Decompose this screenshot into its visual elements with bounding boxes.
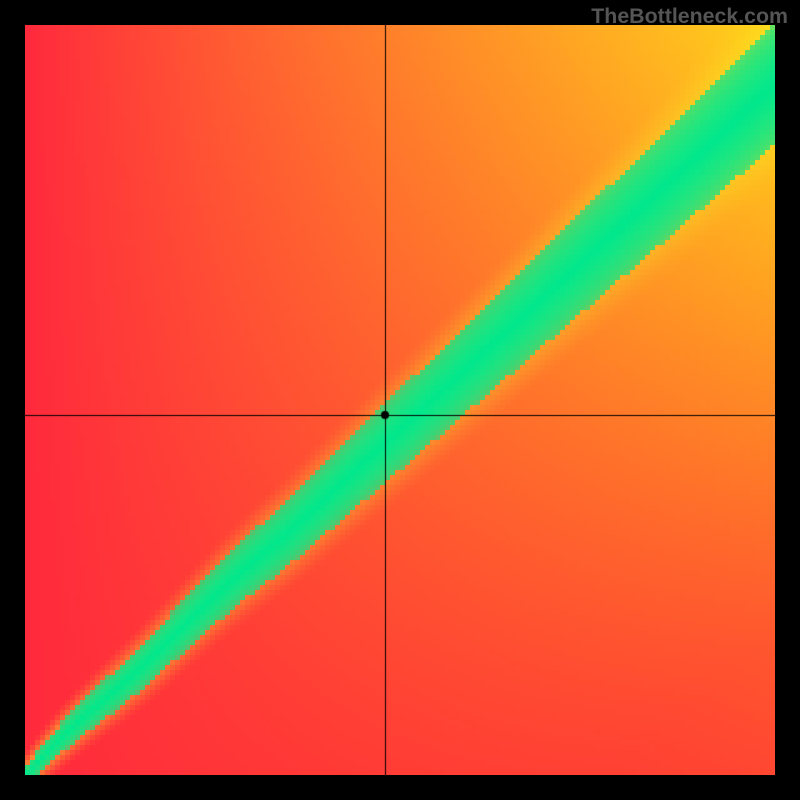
crosshair-overlay [25, 25, 775, 775]
chart-container: TheBottleneck.com [0, 0, 800, 800]
